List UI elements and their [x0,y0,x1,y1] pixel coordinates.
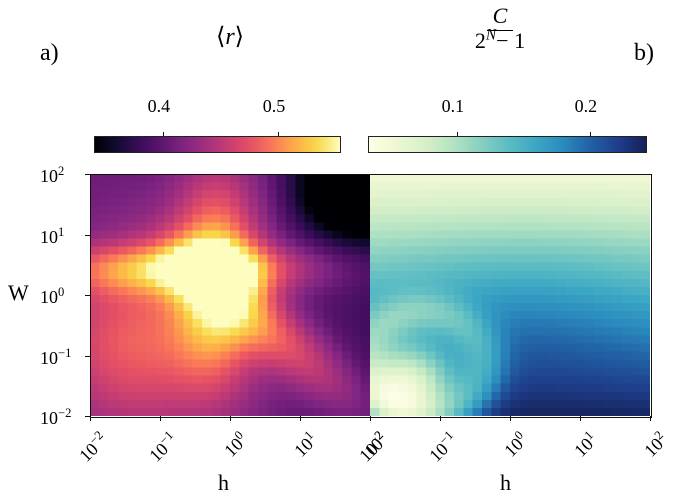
x-axis-label-left: h [218,470,229,496]
y-tick-mark [85,356,90,357]
x-tick: 101 [551,428,603,480]
x-tick-mark [650,416,651,421]
y-tick: 10−2 [40,406,71,429]
heatmap-right [370,174,650,416]
cb-tick: 0.5 [263,96,286,117]
heatmap-left [90,174,370,416]
x-tick-mark [370,416,371,421]
colorbar-left [94,136,341,153]
x-tick: 10−1 [411,428,463,480]
cb-right-title: C 2N− 1 [390,4,610,53]
cb-left-title-text: ⟨r⟩ [216,24,244,50]
x-tick-mark [510,416,511,421]
y-tick: 101 [40,225,64,248]
x-tick-mark [440,416,441,421]
x-tick: 10−2 [61,428,113,480]
x-tick-mark [160,416,161,421]
colorbar-right [368,136,647,153]
x-tick: 101 [271,428,323,480]
y-tick-mark [85,235,90,236]
cb-left-title: ⟨r⟩ [130,22,330,51]
cb-tick: 0.1 [442,96,465,117]
x-tick-mark [230,416,231,421]
y-tick: 102 [40,164,64,187]
x-tick-mark [90,416,91,421]
y-tick: 10−1 [40,346,71,369]
y-tick-mark [85,174,90,175]
x-tick-mark [580,416,581,421]
y-tick: 100 [40,285,64,308]
x-tick: 10−1 [131,428,183,480]
x-tick: 102 [621,428,673,480]
x-tick: 10−2 [341,428,393,480]
cb-right-title-den: 2N− 1 [475,26,525,53]
x-axis-label-right: h [500,470,511,496]
panel-a-label: a) [40,40,59,67]
y-tick-mark [85,295,90,296]
x-tick-mark [300,416,301,421]
y-axis-label: W [8,280,29,306]
cb-tick: 0.4 [148,96,171,117]
cb-right-title-frac: C 2N− 1 [475,4,525,53]
cb-tick: 0.2 [575,96,598,117]
panel-b-label: b) [634,40,654,67]
